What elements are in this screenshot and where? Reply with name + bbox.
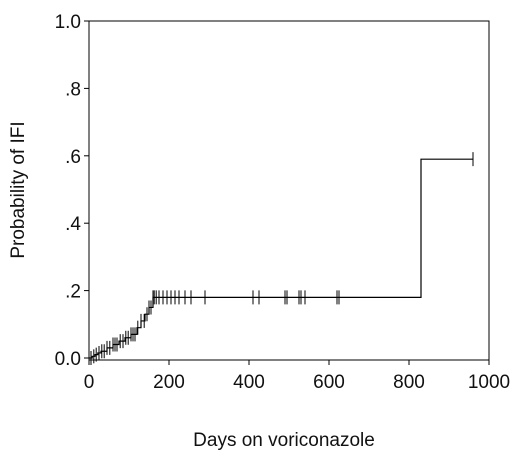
series-step-line [89,158,473,359]
x-tick-label: 1000 [468,372,510,393]
x-tick-label: 600 [313,372,345,393]
x-axis-ticks: 0 200 400 600 800 1000 [84,360,510,393]
y-tick-label: .2 [65,282,81,303]
x-tick-label: 0 [84,372,95,393]
x-tick-label: 200 [153,372,185,393]
y-tick-label: .6 [65,147,81,168]
y-tick-label: .4 [65,214,81,235]
y-tick-label: .8 [65,79,81,100]
y-axis-label: Probability of IFI [8,121,29,258]
plot-frame [88,20,490,361]
x-axis-label: Days on voriconazole [193,430,375,451]
censor-marks [90,152,474,365]
x-tick-label: 800 [393,372,425,393]
x-tick-label: 400 [233,372,265,393]
y-tick-label: 0.0 [55,349,81,370]
y-tick-label: 1.0 [55,12,81,33]
y-axis-ticks: 0.0 .2 .4 .6 .8 1.0 [55,12,89,370]
series-layer [89,158,473,359]
